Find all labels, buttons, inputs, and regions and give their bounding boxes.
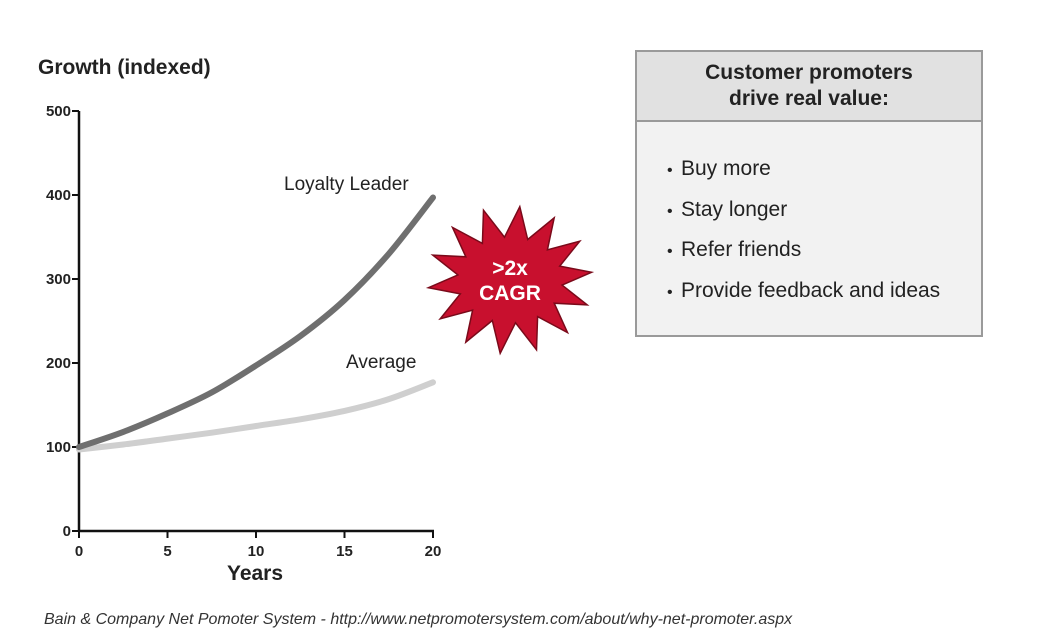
- promoters-box: Customer promoters drive real value: Buy…: [635, 50, 983, 337]
- y-tick-label: 300: [46, 271, 71, 288]
- cagr-annotation-line2: CAGR: [479, 282, 541, 305]
- source-caption: Bain & Company Net Pomoter System - http…: [44, 611, 793, 628]
- starburst-shape: [425, 204, 595, 356]
- promoters-heading-line2: drive real value:: [729, 87, 889, 110]
- y-tick-label: 200: [46, 355, 71, 372]
- x-axis-label: Years: [226, 562, 284, 585]
- x-tick-label: 10: [248, 543, 265, 560]
- series-line-loyalty-leader: [76, 194, 436, 450]
- list-item: Provide feedback and ideas: [667, 272, 981, 313]
- list-item: Refer friends: [667, 231, 981, 272]
- y-tick-label: 500: [46, 103, 71, 120]
- promoters-heading-line1: Customer promoters: [705, 61, 913, 84]
- series-label-average: Average: [346, 352, 417, 373]
- series-label-loyalty-leader: Loyalty Leader: [284, 174, 409, 195]
- list-item: Stay longer: [667, 191, 981, 232]
- chart-ticks: 0 100 200 300 400 500 0 5 10 15 20: [46, 103, 441, 560]
- chart-title: Growth (indexed): [38, 56, 211, 79]
- x-tick-label: 15: [336, 543, 353, 560]
- x-tick-label: 5: [163, 543, 171, 560]
- x-tick-label: 0: [75, 543, 83, 560]
- cagr-starburst: [425, 204, 595, 356]
- chart-series: [76, 194, 436, 453]
- x-tick-label: 20: [425, 543, 442, 560]
- y-tick-label: 0: [63, 523, 71, 540]
- y-tick-label: 100: [46, 439, 71, 456]
- list-item: Buy more: [667, 150, 981, 191]
- series-line-average: [76, 379, 436, 453]
- promoters-list: Buy more Stay longer Refer friends Provi…: [637, 122, 981, 312]
- y-tick-label: 400: [46, 187, 71, 204]
- cagr-annotation-line1: >2x: [492, 257, 528, 280]
- cagr-annotation: >2x CAGR: [455, 256, 565, 306]
- promoters-heading: Customer promoters drive real value:: [637, 52, 981, 122]
